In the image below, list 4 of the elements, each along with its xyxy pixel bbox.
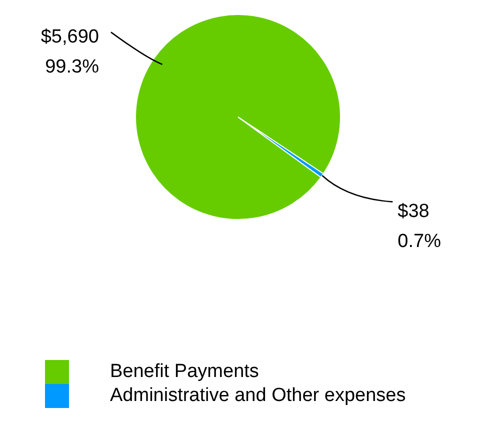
data-label: $5,690 99.3%: [40, 26, 100, 78]
legend-label: Administrative and Other expenses: [110, 385, 406, 407]
data-label: $38 0.7%: [398, 201, 442, 252]
legend-label: Benefit Payments: [110, 361, 259, 383]
